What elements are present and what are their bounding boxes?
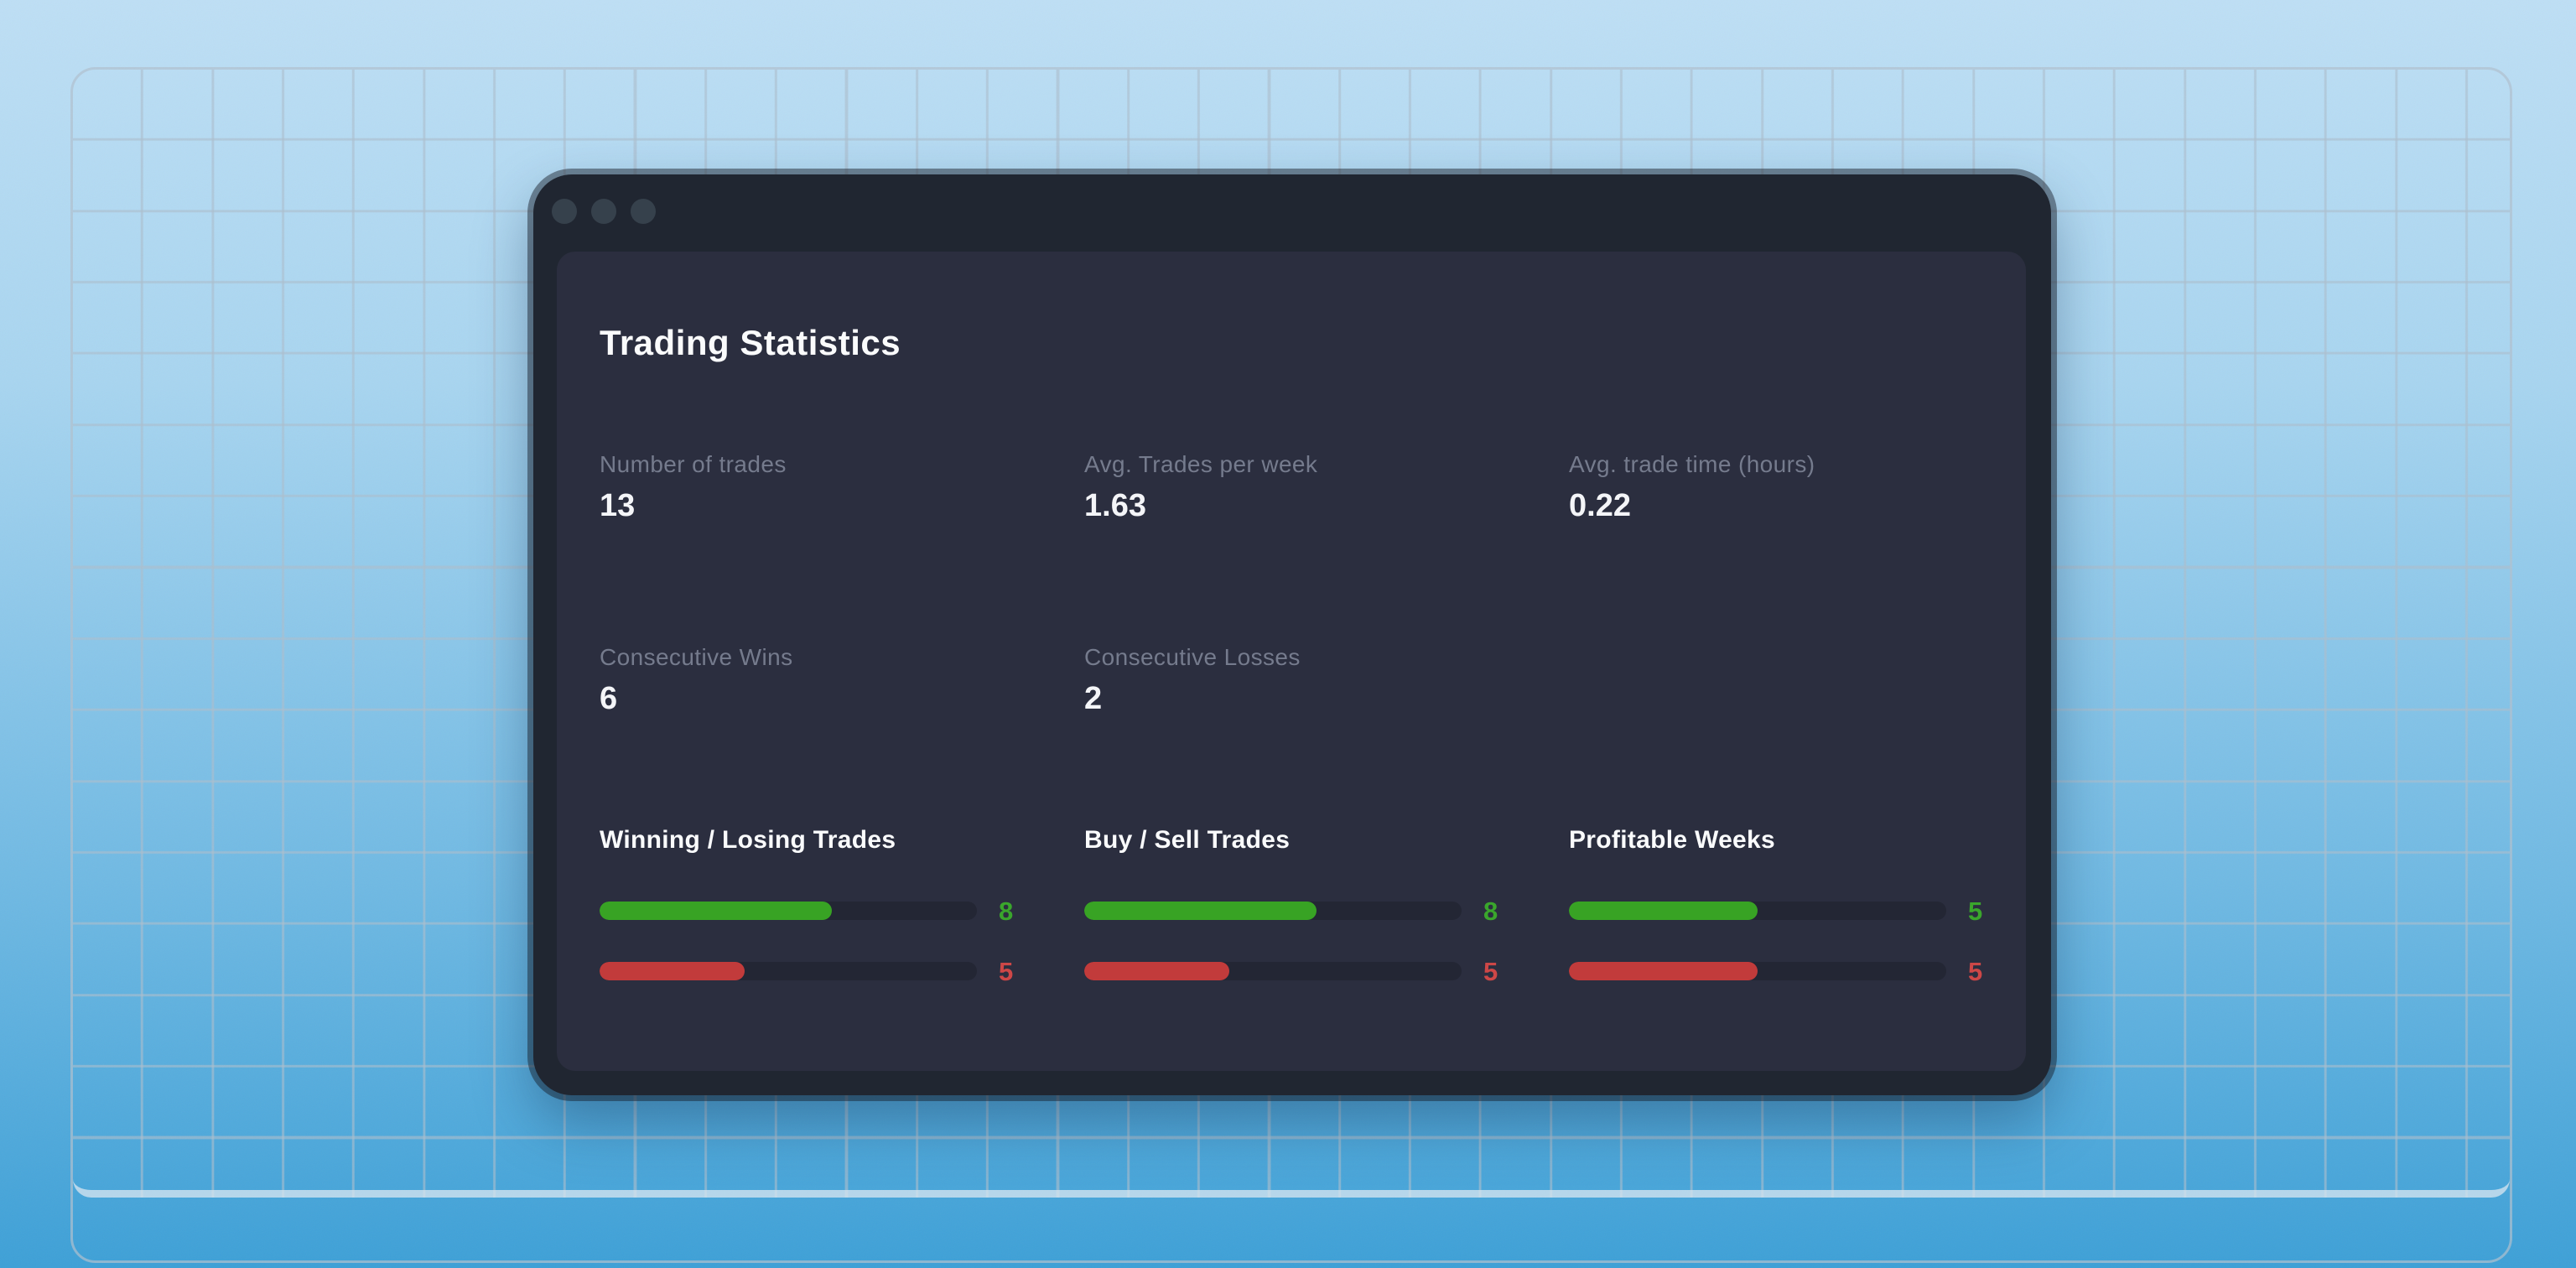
bar-value: 5 bbox=[1968, 956, 1983, 986]
minimize-button[interactable] bbox=[591, 199, 616, 224]
bar-row-negative: 5 bbox=[1084, 959, 1569, 985]
progress-fill-green bbox=[1569, 902, 1758, 920]
bar-value: 8 bbox=[1483, 896, 1498, 926]
charts-row: Winning / Losing Trades 8 5 Buy / Sell T… bbox=[600, 826, 2026, 985]
stat-empty-cell bbox=[1569, 646, 2054, 715]
bar-value: 5 bbox=[999, 956, 1014, 986]
maximize-button[interactable] bbox=[631, 199, 656, 224]
bar-row-positive: 8 bbox=[600, 898, 1084, 924]
stat-avg-trades-per-week: Avg. Trades per week 1.63 bbox=[1084, 453, 1569, 522]
chart-profitable-weeks: Profitable Weeks 5 5 bbox=[1569, 826, 2054, 985]
page-title: Trading Statistics bbox=[600, 323, 901, 362]
progress-track bbox=[600, 902, 977, 920]
window-body: Trading Statistics Number of trades 13 A… bbox=[557, 252, 2026, 1071]
chart-title: Winning / Losing Trades bbox=[600, 826, 896, 854]
stat-consecutive-losses: Consecutive Losses 2 bbox=[1084, 646, 1569, 715]
bar-row-negative: 5 bbox=[1569, 959, 2054, 985]
bar-row-positive: 8 bbox=[1084, 898, 1569, 924]
progress-fill-green bbox=[600, 902, 832, 920]
stat-value: 6 bbox=[600, 681, 618, 716]
chart-title: Profitable Weeks bbox=[1569, 826, 1776, 854]
stat-value: 13 bbox=[600, 488, 636, 523]
bar-value: 5 bbox=[1968, 896, 1983, 926]
progress-track bbox=[1084, 902, 1462, 920]
app-window: Trading Statistics Number of trades 13 A… bbox=[533, 174, 2051, 1095]
bar-value: 8 bbox=[999, 896, 1014, 926]
bar-row-negative: 5 bbox=[600, 959, 1084, 985]
stat-label: Consecutive Wins bbox=[600, 644, 793, 670]
stat-label: Avg. trade time (hours) bbox=[1569, 451, 1815, 477]
stats-row-primary: Number of trades 13 Avg. Trades per week… bbox=[600, 453, 2026, 522]
stat-avg-trade-time: Avg. trade time (hours) 0.22 bbox=[1569, 453, 2054, 522]
stat-value: 1.63 bbox=[1084, 488, 1146, 523]
stats-row-secondary: Consecutive Wins 6 Consecutive Losses 2 bbox=[600, 646, 2026, 715]
progress-fill-green bbox=[1084, 902, 1317, 920]
bar-row-positive: 5 bbox=[1569, 898, 2054, 924]
stat-value: 0.22 bbox=[1569, 488, 1631, 523]
progress-fill-red bbox=[1569, 962, 1758, 980]
chart-winning-losing-trades: Winning / Losing Trades 8 5 bbox=[600, 826, 1084, 985]
progress-fill-red bbox=[1084, 962, 1230, 980]
stat-label: Number of trades bbox=[600, 451, 787, 477]
progress-track bbox=[600, 962, 977, 980]
stat-label: Avg. Trades per week bbox=[1084, 451, 1318, 477]
progress-fill-red bbox=[600, 962, 745, 980]
stat-consecutive-wins: Consecutive Wins 6 bbox=[600, 646, 1084, 715]
stat-number-of-trades: Number of trades 13 bbox=[600, 453, 1084, 522]
close-button[interactable] bbox=[552, 199, 577, 224]
chart-buy-sell-trades: Buy / Sell Trades 8 5 bbox=[1084, 826, 1569, 985]
progress-track bbox=[1084, 962, 1462, 980]
stat-label: Consecutive Losses bbox=[1084, 644, 1301, 670]
stat-value: 2 bbox=[1084, 681, 1103, 716]
bar-value: 5 bbox=[1483, 956, 1498, 986]
chart-title: Buy / Sell Trades bbox=[1084, 826, 1291, 854]
progress-track bbox=[1569, 962, 1946, 980]
progress-track bbox=[1569, 902, 1946, 920]
window-titlebar[interactable] bbox=[533, 174, 2051, 252]
traffic-lights bbox=[552, 199, 656, 224]
